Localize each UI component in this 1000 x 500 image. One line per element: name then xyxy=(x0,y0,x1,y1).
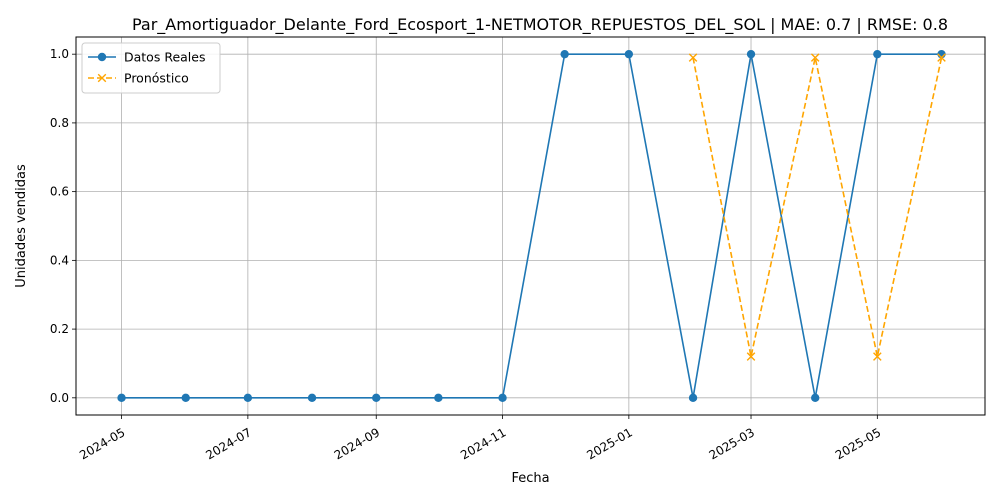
forecast-point xyxy=(873,352,882,361)
chart-title: Par_Amortiguador_Delante_Ford_Ecosport_1… xyxy=(132,15,948,35)
y-tick-label: 1.0 xyxy=(50,47,69,61)
ticks: 2024-05 2024-07 2024-09 2024-11 2025-01 2025-… xyxy=(50,47,883,462)
x-tick-label: 2024-09 xyxy=(332,425,382,462)
data-point xyxy=(624,49,634,59)
y-tick-label: 0.2 xyxy=(50,322,69,336)
y-tick-label: 0.4 xyxy=(50,253,69,267)
forecast-point xyxy=(97,73,107,83)
x-tick-label: 2025-01 xyxy=(584,425,634,462)
legend-label: Pronóstico xyxy=(124,71,189,86)
series-forecast xyxy=(688,53,946,361)
series-real xyxy=(117,49,946,403)
forecast-point xyxy=(688,53,698,62)
legend-label: Datos Reales xyxy=(124,50,205,65)
series-line xyxy=(692,57,943,357)
data-point xyxy=(560,49,569,59)
forecast-point xyxy=(810,53,820,62)
data-point xyxy=(746,49,756,59)
legend-item: Datos Reales xyxy=(88,50,205,65)
x-tick-label: 2024-05 xyxy=(77,425,127,462)
y-tick-label: 0.8 xyxy=(50,116,69,130)
series-layer xyxy=(117,49,946,403)
y-tick-label: 0.0 xyxy=(50,391,69,405)
x-axis-label: Fecha xyxy=(511,471,549,486)
y-axis-label: Unidades vendidas xyxy=(14,164,29,288)
data-point xyxy=(372,393,381,403)
legend-item: Pronóstico xyxy=(88,71,189,86)
data-point xyxy=(811,393,820,403)
x-tick-label: 2024-07 xyxy=(203,425,253,462)
data-point xyxy=(97,52,107,62)
forecast-point xyxy=(937,53,946,62)
data-point xyxy=(688,393,698,403)
data-point xyxy=(243,393,253,403)
x-tick-label: 2024-11 xyxy=(458,425,508,462)
plot-frame xyxy=(75,36,986,416)
x-tick-label: 2025-03 xyxy=(707,425,757,462)
series-line xyxy=(121,53,942,399)
data-point xyxy=(873,49,882,59)
data-point xyxy=(434,393,443,403)
legend-box xyxy=(81,42,221,94)
data-point xyxy=(498,393,507,403)
data-point xyxy=(307,393,317,403)
x-tick-label: 2025-05 xyxy=(833,425,883,462)
grid xyxy=(76,37,985,415)
y-tick-label: 0.6 xyxy=(50,185,69,199)
data-point xyxy=(117,393,126,403)
forecast-point xyxy=(746,352,756,361)
legend: Datos Reales Pronóstico xyxy=(81,42,221,94)
data-point xyxy=(181,393,190,403)
